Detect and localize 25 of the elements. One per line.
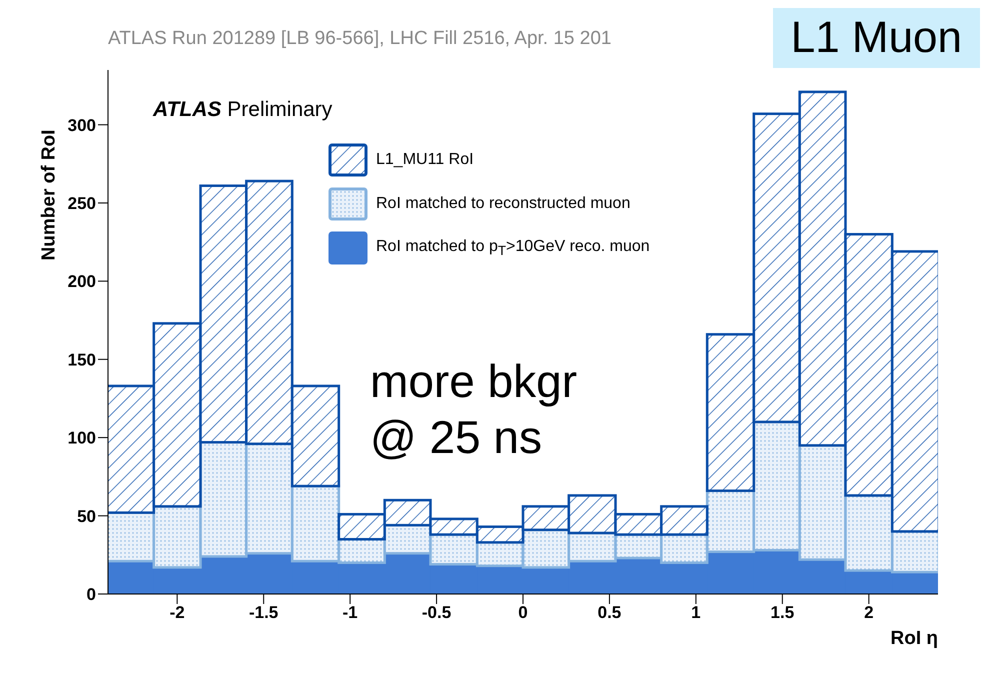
y-tick-label: 150 [68,350,96,370]
y-tick-label: 0 [86,585,96,604]
y-tick-label: 200 [68,272,96,292]
legend-label: RoI matched to p$_{T}$>10GeV reco. muon [376,238,650,258]
y-tick-label: 100 [68,428,96,448]
x-tick-label: -1 [342,603,358,622]
x-tick-label: 2 [864,603,874,622]
annotation: ATLAS Preliminary [153,98,332,122]
y-tick-label: 300 [68,116,96,135]
x-tick-label: 0.5 [598,603,622,622]
legend-label: RoI matched to reconstructed muon [376,195,630,213]
annotation: more bkgr @ 25 ns [370,354,578,465]
y-axis-title: Number of RoI [38,130,60,260]
x-axis-title: RoI η [890,628,938,649]
text: L1 Muon [772,8,980,68]
x-tick-label: 0 [518,603,528,622]
y-tick-label: 50 [77,506,96,526]
y-tick-label: 250 [68,194,96,213]
x-tick-label: -1.5 [248,603,278,622]
x-tick-label: 1 [691,603,701,622]
x-tick-label: 1.5 [770,603,794,622]
x-tick-label: -2 [170,603,185,622]
legend-label: L1_MU11 RoI [376,151,474,169]
chart-title: ATLAS Run 201289 [LB 96-566], LHC Fill 2516, Apr. 15 201 [108,28,612,50]
x-tick-label: -0.5 [422,603,452,622]
